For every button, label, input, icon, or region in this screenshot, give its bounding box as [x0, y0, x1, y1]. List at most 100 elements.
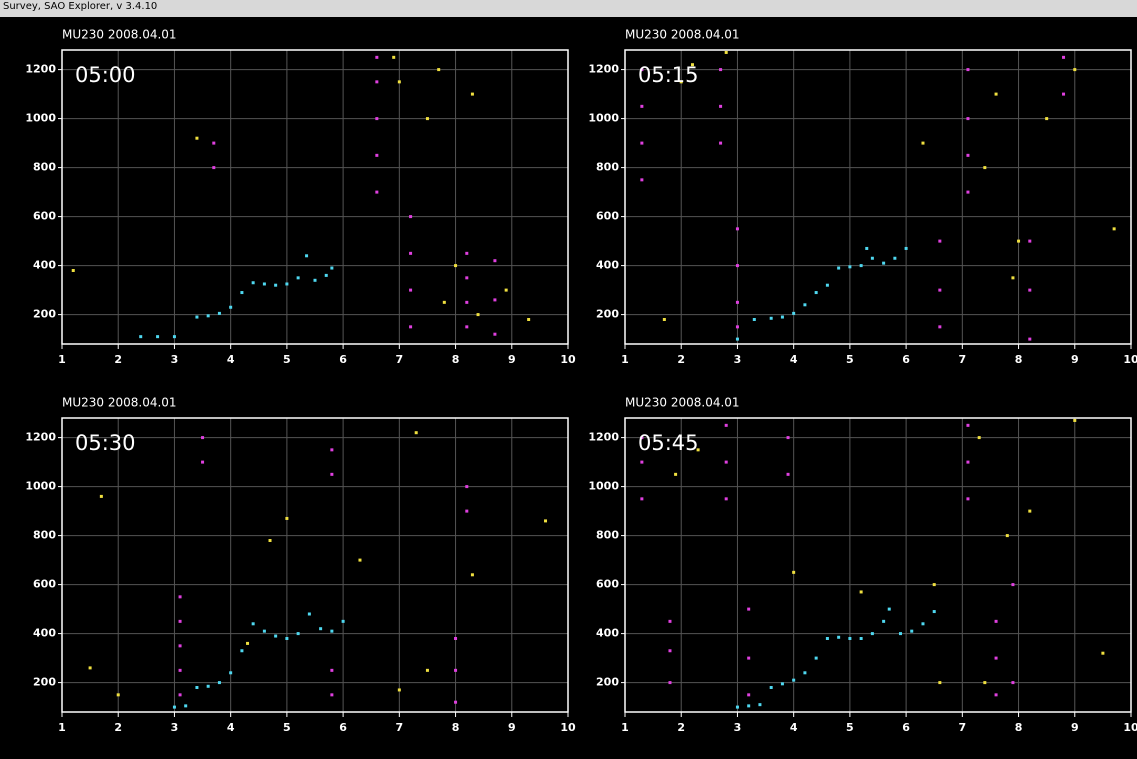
y-tick-label: 1000 — [25, 112, 56, 125]
echo-point — [156, 335, 159, 338]
echo-point — [409, 252, 412, 255]
echo-point — [725, 497, 728, 500]
echo-point — [89, 666, 92, 669]
echo-point — [663, 318, 666, 321]
x-tick-label: 4 — [227, 353, 235, 366]
echo-point — [860, 264, 863, 267]
echo-point — [736, 227, 739, 230]
y-tick-label: 800 — [33, 529, 56, 542]
y-tick-label: 1200 — [588, 63, 619, 76]
echo-point — [1073, 68, 1076, 71]
echo-point — [747, 693, 750, 696]
x-tick-label: 10 — [560, 353, 576, 366]
echo-point — [212, 142, 215, 145]
echo-point — [330, 448, 333, 451]
x-tick-label: 5 — [846, 353, 854, 366]
echo-point — [736, 264, 739, 267]
echo-point — [966, 497, 969, 500]
echo-point — [736, 325, 739, 328]
echo-point — [803, 671, 806, 674]
echo-point — [899, 632, 902, 635]
y-tick-label: 400 — [33, 627, 56, 640]
echo-point — [719, 105, 722, 108]
echo-point — [1011, 681, 1014, 684]
echo-point — [392, 56, 395, 59]
x-tick-label: 2 — [677, 721, 685, 734]
plot-frame — [625, 50, 1131, 344]
echo-point — [995, 93, 998, 96]
time-label: 05:15 — [638, 63, 699, 87]
panel-title: MU230 2008.04.01 — [625, 28, 740, 42]
echo-point — [966, 461, 969, 464]
echo-point — [409, 289, 412, 292]
echo-point — [921, 622, 924, 625]
echo-point — [527, 318, 530, 321]
echo-point — [668, 681, 671, 684]
y-tick-label: 200 — [33, 676, 56, 689]
echo-point — [179, 693, 182, 696]
echo-point — [966, 424, 969, 427]
echo-point — [674, 473, 677, 476]
echo-point — [1028, 289, 1031, 292]
echo-point — [983, 166, 986, 169]
echo-point — [1073, 419, 1076, 422]
y-tick-label: 1000 — [25, 480, 56, 493]
plot-frame — [625, 418, 1131, 712]
echo-point — [792, 571, 795, 574]
echo-point — [415, 431, 418, 434]
echo-point — [803, 303, 806, 306]
echo-point — [1028, 240, 1031, 243]
x-tick-label: 7 — [396, 721, 404, 734]
echo-point — [240, 291, 243, 294]
echo-point — [72, 269, 75, 272]
echo-point — [995, 620, 998, 623]
echo-point — [1101, 652, 1104, 655]
echo-point — [240, 649, 243, 652]
echo-point — [815, 657, 818, 660]
echo-point — [1006, 534, 1009, 537]
echo-point — [297, 632, 300, 635]
echo-point — [465, 510, 468, 513]
y-tick-label: 400 — [596, 259, 619, 272]
echo-point — [269, 539, 272, 542]
x-tick-label: 5 — [283, 721, 291, 734]
echo-point — [1113, 227, 1116, 230]
echo-point — [871, 632, 874, 635]
echo-point — [454, 264, 457, 267]
echo-point — [477, 313, 480, 316]
y-tick-label: 1000 — [588, 112, 619, 125]
echo-point — [882, 620, 885, 623]
echo-point — [640, 497, 643, 500]
echo-point — [218, 312, 221, 315]
time-label: 05:30 — [75, 431, 136, 455]
echo-point — [246, 642, 249, 645]
echo-point — [375, 191, 378, 194]
echo-point — [837, 267, 840, 270]
echo-point — [285, 637, 288, 640]
y-tick-label: 600 — [596, 578, 619, 591]
echo-point — [668, 649, 671, 652]
echo-point — [758, 703, 761, 706]
echo-point — [938, 289, 941, 292]
x-tick-label: 6 — [339, 721, 347, 734]
x-tick-label: 9 — [508, 721, 516, 734]
panel-title: MU230 2008.04.01 — [625, 396, 740, 410]
x-tick-label: 9 — [508, 353, 516, 366]
echo-point — [229, 306, 232, 309]
y-tick-label: 800 — [596, 161, 619, 174]
echo-point — [995, 693, 998, 696]
echo-point — [139, 335, 142, 338]
y-tick-label: 200 — [596, 676, 619, 689]
x-tick-label: 5 — [846, 721, 854, 734]
echo-point — [493, 259, 496, 262]
echo-point — [409, 215, 412, 218]
echo-point — [179, 644, 182, 647]
echo-point — [640, 178, 643, 181]
echo-point — [640, 142, 643, 145]
echo-point — [201, 461, 204, 464]
echo-point — [893, 257, 896, 260]
time-label: 05:45 — [638, 431, 699, 455]
x-tick-label: 4 — [790, 353, 798, 366]
echo-point — [719, 68, 722, 71]
x-tick-label: 1 — [58, 721, 66, 734]
